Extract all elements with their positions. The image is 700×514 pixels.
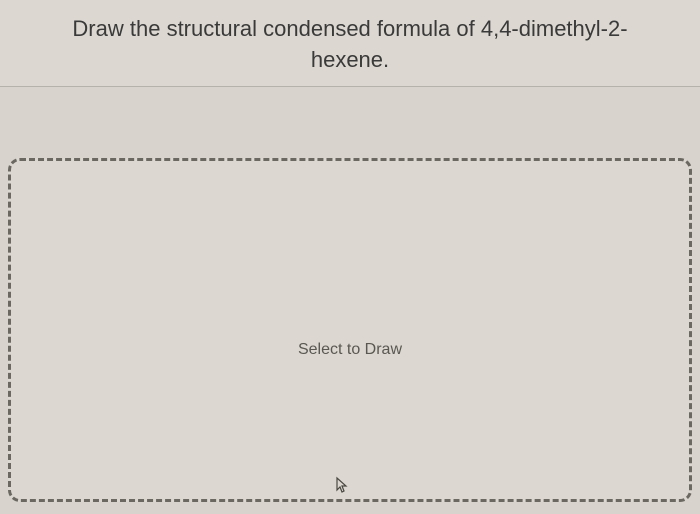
question-text: Draw the structural condensed formula of… (24, 14, 676, 76)
draw-placeholder-label: Select to Draw (298, 341, 402, 359)
drawing-canvas[interactable]: Select to Draw (8, 158, 692, 502)
pointer-cursor-icon (333, 476, 351, 501)
question-line-2: hexene. (311, 47, 389, 72)
question-prompt: Draw the structural condensed formula of… (0, 0, 700, 87)
question-line-1: Draw the structural condensed formula of… (72, 16, 627, 41)
